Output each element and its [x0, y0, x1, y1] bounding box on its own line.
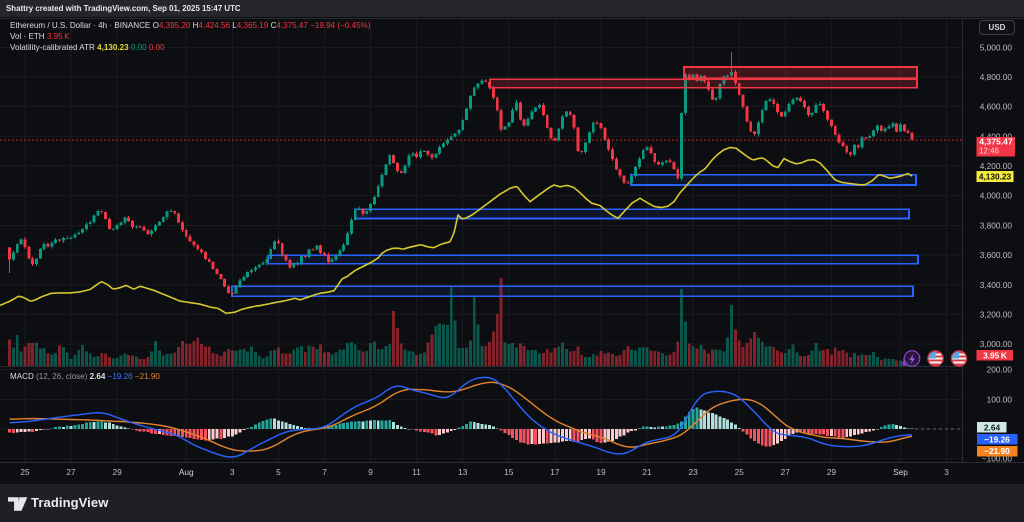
svg-text:7: 7 — [322, 467, 327, 477]
svg-text:4,375.47: 4,375.47 — [979, 137, 1013, 147]
svg-text:11: 11 — [412, 467, 421, 477]
svg-text:3.95 K: 3.95 K — [983, 351, 1007, 361]
svg-text:4,400.00: 4,400.00 — [980, 131, 1013, 141]
svg-text:3,000.00: 3,000.00 — [980, 339, 1013, 349]
svg-text:5,000.00: 5,000.00 — [980, 42, 1013, 52]
svg-text:−21.90: −21.90 — [984, 446, 1010, 456]
svg-text:25: 25 — [20, 467, 30, 477]
svg-text:3,400.00: 3,400.00 — [980, 280, 1013, 290]
svg-text:25: 25 — [735, 467, 745, 477]
svg-text:100.00: 100.00 — [987, 394, 1013, 404]
svg-text:4,130.23: 4,130.23 — [979, 171, 1012, 181]
svg-text:27: 27 — [66, 467, 76, 477]
svg-text:19: 19 — [596, 467, 606, 477]
svg-text:5: 5 — [276, 467, 281, 477]
svg-text:3,600.00: 3,600.00 — [980, 250, 1013, 260]
svg-text:23: 23 — [688, 467, 698, 477]
svg-text:−100.00: −100.00 — [982, 454, 1013, 464]
svg-text:17: 17 — [550, 467, 560, 477]
svg-text:Aug: Aug — [179, 467, 194, 477]
svg-text:3: 3 — [230, 467, 235, 477]
svg-text:MACD (12, 26, close) 2.64 −19.: MACD (12, 26, close) 2.64 −19.26 −21.90 — [10, 372, 160, 381]
svg-text:9: 9 — [368, 467, 373, 477]
svg-text:27: 27 — [781, 467, 791, 477]
svg-text:200.00: 200.00 — [987, 365, 1013, 375]
svg-text:2.64: 2.64 — [984, 423, 1001, 433]
svg-text:Vol · ETH 3.95 K: Vol · ETH 3.95 K — [10, 32, 70, 41]
svg-text:Sep: Sep — [893, 467, 908, 477]
svg-text:3: 3 — [944, 467, 949, 477]
svg-text:12:46: 12:46 — [979, 147, 1000, 156]
svg-text:Ethereum / U.S. Dollar · 4h ·: Ethereum / U.S. Dollar · 4h · BINANCE O4… — [10, 21, 371, 30]
svg-text:4,800.00: 4,800.00 — [980, 72, 1013, 82]
svg-text:29: 29 — [112, 467, 122, 477]
svg-text:3,200.00: 3,200.00 — [980, 310, 1013, 320]
svg-text:4,200.00: 4,200.00 — [980, 161, 1013, 171]
svg-text:Volatility-calibrated ATR 4,13: Volatility-calibrated ATR 4,130.23 0.00 … — [10, 43, 165, 52]
svg-text:13: 13 — [458, 467, 468, 477]
svg-text:3,800.00: 3,800.00 — [980, 220, 1013, 230]
svg-text:29: 29 — [827, 467, 837, 477]
svg-text:21: 21 — [642, 467, 652, 477]
svg-text:−19.26: −19.26 — [984, 435, 1010, 445]
svg-text:15: 15 — [504, 467, 514, 477]
svg-text:4,600.00: 4,600.00 — [980, 102, 1013, 112]
svg-text:4,000.00: 4,000.00 — [980, 191, 1013, 201]
